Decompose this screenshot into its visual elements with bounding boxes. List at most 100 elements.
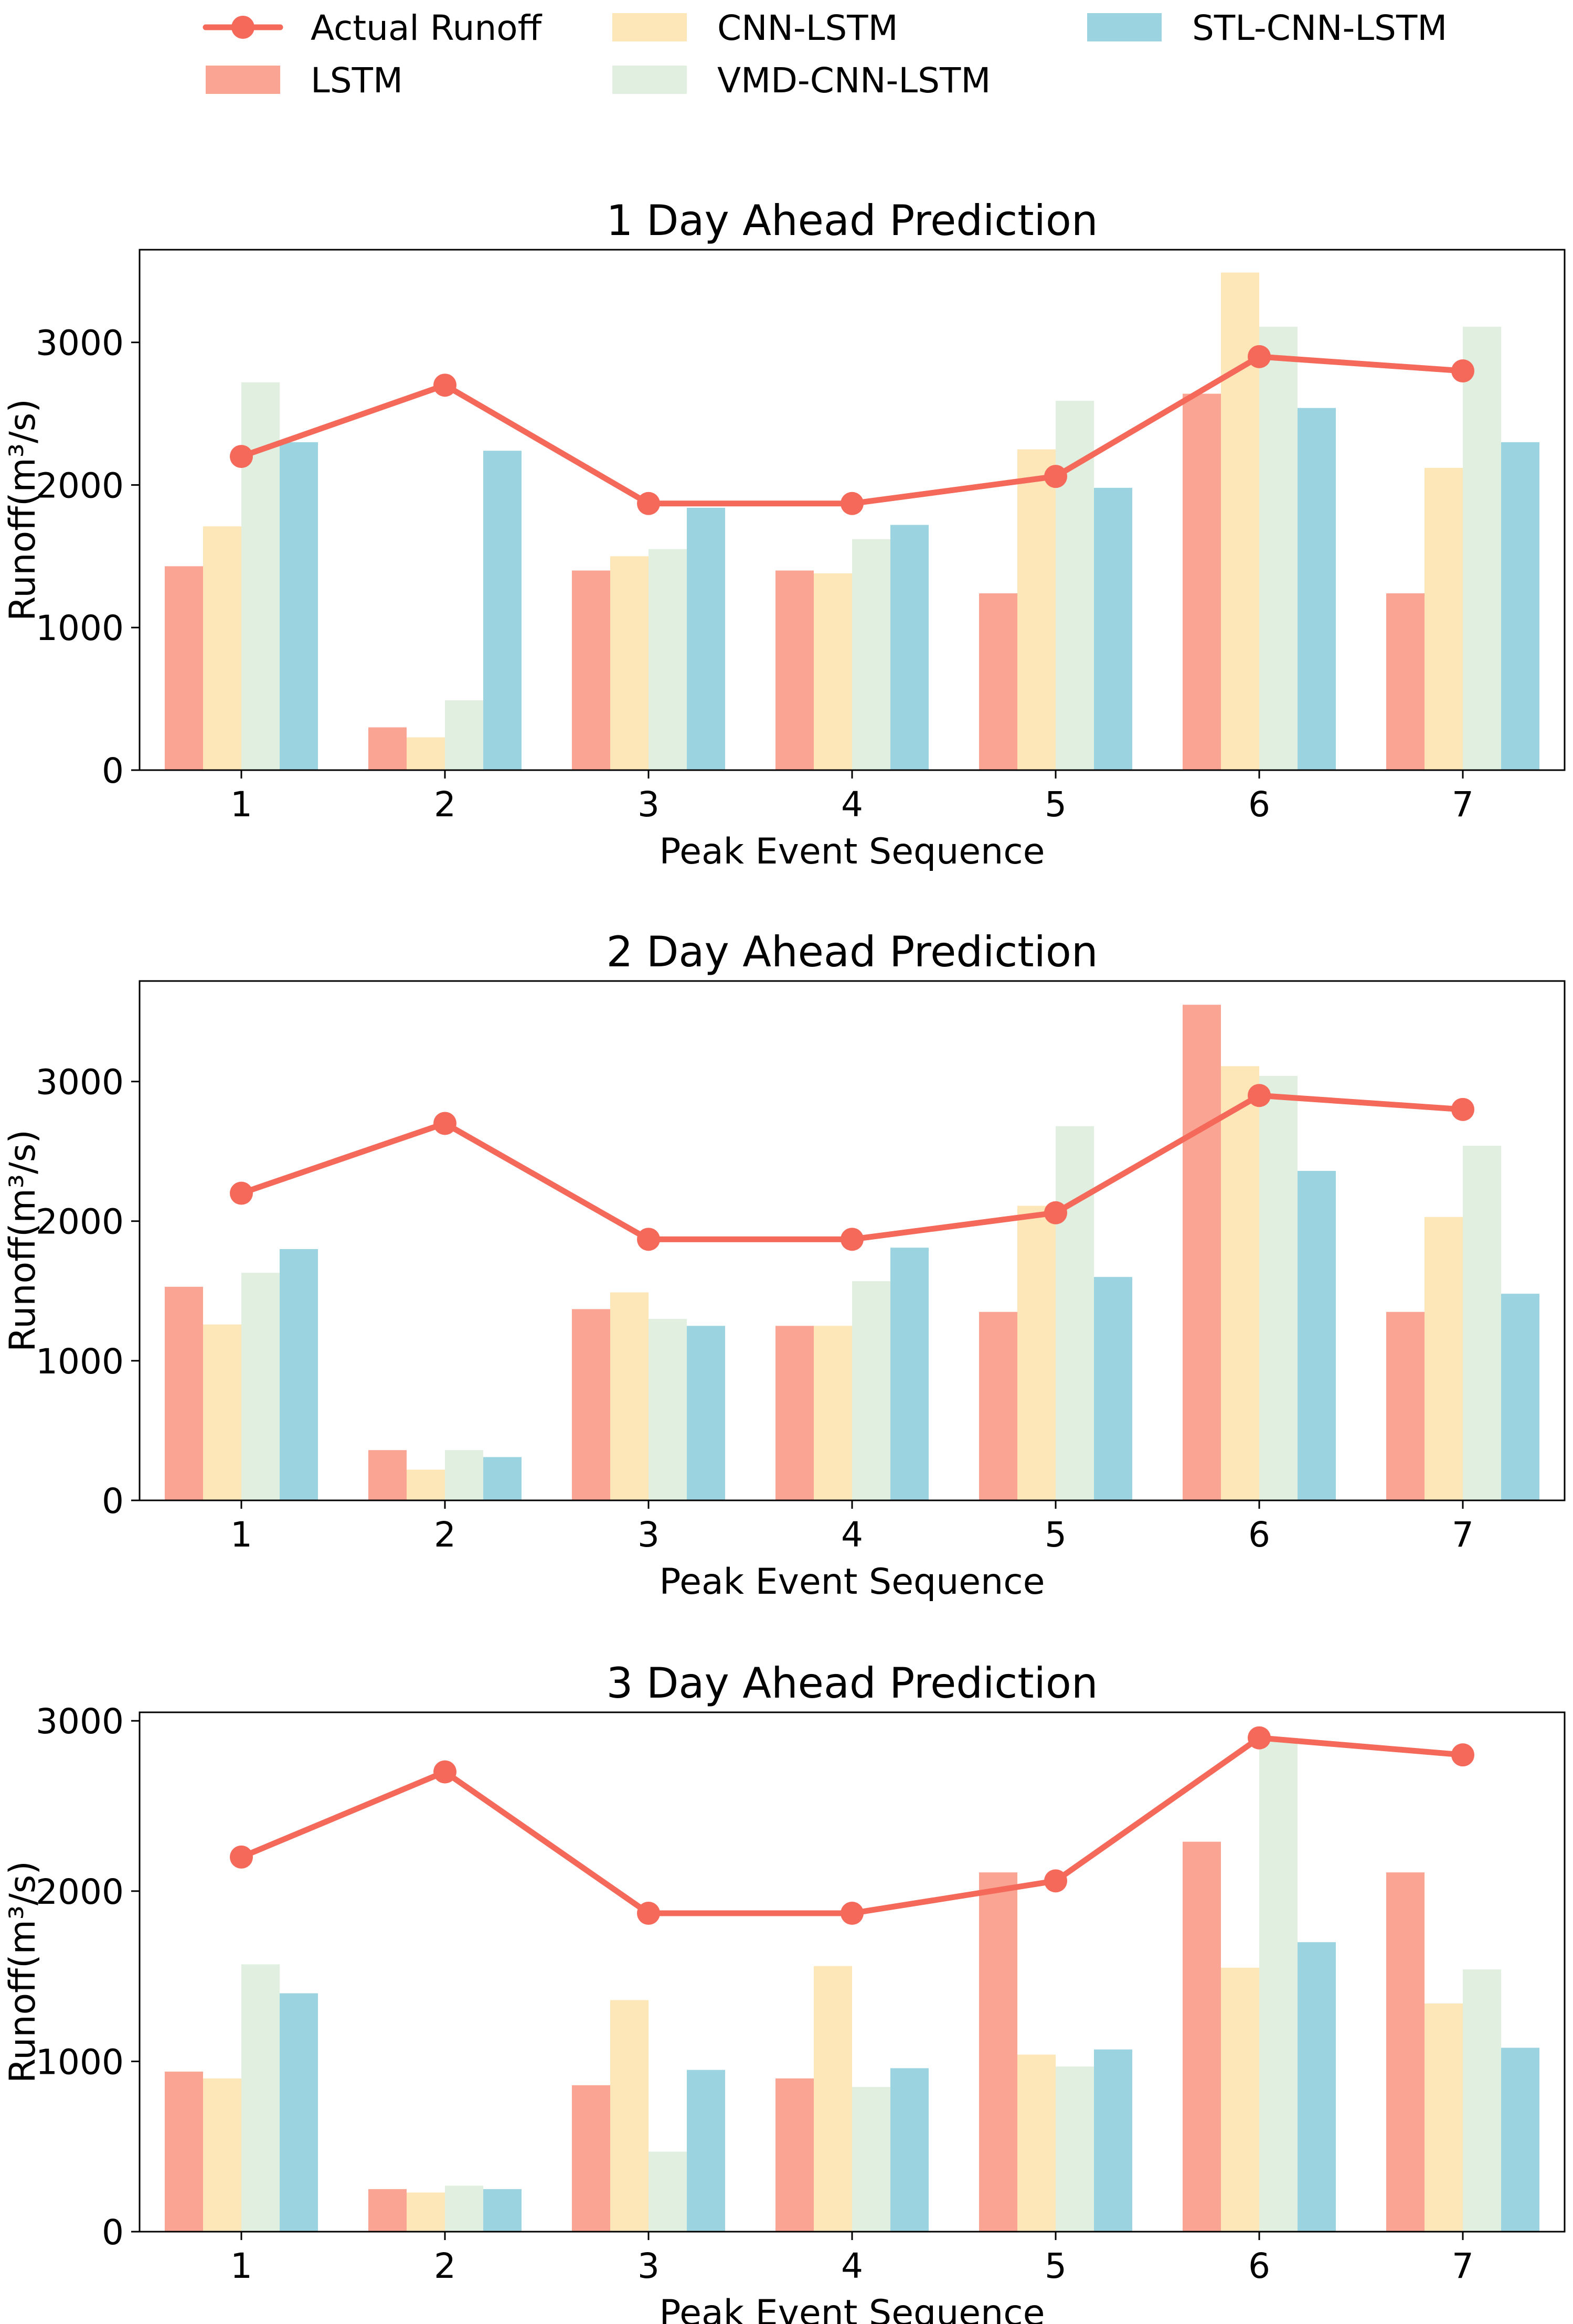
x-tick-label: 3	[637, 1515, 660, 1555]
bar-vmd-cnn-lstm-4	[852, 2087, 890, 2232]
bar-vmd-cnn-lstm-3	[649, 549, 687, 770]
bar-lstm-3	[572, 2085, 610, 2232]
bar-lstm-5	[979, 1872, 1017, 2232]
y-axis-label: Runoff(m³/s)	[2, 1861, 44, 2083]
subplot-1: 1 Day Ahead Prediction 0 1000 2000 3000 1 2 3 4 5…	[2, 196, 1566, 872]
bar-stl-cnn-lstm-4	[890, 1248, 929, 1500]
bar-lstm-5	[979, 1312, 1017, 1500]
y-axis-label: Runoff(m³/s)	[2, 399, 44, 621]
x-tick-label: 5	[1045, 2246, 1067, 2286]
legend-entry-actual-runoff[interactable]: Actual Runoff	[203, 8, 543, 48]
bar-vmd-cnn-lstm-4	[852, 1281, 890, 1500]
legend-entry-stl-cnn-lstm[interactable]: STL-CNN-LSTM	[1087, 8, 1447, 48]
bar-cnn-lstm-2	[407, 2192, 445, 2232]
bar-lstm-1	[165, 1286, 203, 1500]
y-tick-label: 0	[102, 751, 124, 791]
bar-lstm-2	[368, 1450, 407, 1500]
y-tick-label: 1000	[36, 2042, 124, 2082]
bar-lstm-2	[368, 2189, 407, 2232]
bar-cnn-lstm-6	[1221, 1066, 1259, 1500]
bar-vmd-cnn-lstm-5	[1056, 1126, 1094, 1500]
bar-stl-cnn-lstm-2	[483, 451, 522, 770]
bar-stl-cnn-lstm-7	[1501, 1294, 1539, 1500]
bar-vmd-cnn-lstm-2	[445, 1450, 483, 1500]
legend-bar-swatch	[1087, 13, 1162, 41]
subplot-title: 3 Day Ahead Prediction	[606, 1659, 1098, 1708]
actual-runoff-point-7	[1451, 1743, 1474, 1767]
bar-cnn-lstm-5	[1017, 1206, 1056, 1500]
bar-stl-cnn-lstm-1	[280, 1249, 318, 1500]
bar-stl-cnn-lstm-7	[1501, 442, 1539, 770]
bar-stl-cnn-lstm-3	[687, 1326, 725, 1500]
actual-runoff-point-4	[841, 492, 864, 515]
legend: Actual Runoff LSTM CNN-LSTM VMD-CNN-LSTM STL…	[203, 8, 1447, 101]
actual-runoff-point-3	[637, 492, 660, 515]
actual-runoff-point-5	[1044, 465, 1067, 488]
y-tick-label: 0	[102, 2212, 124, 2253]
bar-cnn-lstm-4	[814, 1966, 852, 2232]
actual-runoff-point-4	[841, 1902, 864, 1925]
bar-lstm-4	[775, 570, 814, 770]
bar-stl-cnn-lstm-5	[1094, 1277, 1132, 1500]
x-tick-label: 5	[1045, 1515, 1067, 1555]
bar-stl-cnn-lstm-7	[1501, 2048, 1539, 2232]
legend-bar-swatch	[206, 66, 280, 94]
bar-vmd-cnn-lstm-6	[1259, 326, 1298, 770]
bar-cnn-lstm-5	[1017, 2054, 1056, 2232]
x-tick-label: 4	[841, 2246, 863, 2286]
x-tick-label: 5	[1045, 784, 1067, 825]
bar-cnn-lstm-1	[203, 526, 241, 770]
x-tick-label: 2	[434, 784, 456, 825]
actual-runoff-point-1	[230, 445, 253, 468]
charts: 1 Day Ahead Prediction 0 1000 2000 3000 1 2 3 4 5…	[2, 196, 1566, 2324]
x-axis-label: Peak Event Sequence	[660, 2293, 1045, 2324]
legend-entry-lstm[interactable]: LSTM	[206, 60, 403, 101]
actual-runoff-point-3	[637, 1228, 660, 1251]
y-tick-label: 3000	[36, 323, 124, 364]
bar-cnn-lstm-4	[814, 573, 852, 770]
actual-runoff-point-1	[230, 1181, 253, 1205]
legend-entry-cnn-lstm[interactable]: CNN-LSTM	[612, 8, 898, 48]
actual-runoff-point-3	[637, 1902, 660, 1925]
bar-lstm-5	[979, 593, 1017, 770]
bar-stl-cnn-lstm-4	[890, 2068, 929, 2232]
bar-cnn-lstm-7	[1425, 1217, 1463, 1500]
legend-label: STL-CNN-LSTM	[1192, 8, 1447, 48]
bar-vmd-cnn-lstm-5	[1056, 2066, 1094, 2232]
bar-vmd-cnn-lstm-4	[852, 539, 890, 770]
actual-runoff-point-2	[433, 1112, 456, 1135]
y-tick-label: 2000	[36, 465, 124, 506]
y-tick-label: 2000	[36, 1202, 124, 1242]
bar-lstm-1	[165, 566, 203, 770]
bar-cnn-lstm-1	[203, 2078, 241, 2232]
subplot-3: 3 Day Ahead Prediction 0 1000 2000 3000 1 2 3 4 5…	[2, 1659, 1566, 2324]
y-tick-label: 1000	[36, 1341, 124, 1382]
bar-cnn-lstm-1	[203, 1324, 241, 1500]
x-tick-label: 7	[1452, 2246, 1474, 2286]
x-tick-label: 1	[230, 1515, 252, 1555]
bar-lstm-7	[1386, 1872, 1425, 2232]
legend-label: Actual Runoff	[311, 8, 543, 48]
bar-vmd-cnn-lstm-1	[241, 1964, 280, 2232]
bar-lstm-6	[1183, 1005, 1221, 1500]
bar-vmd-cnn-lstm-2	[445, 700, 483, 770]
actual-runoff-point-6	[1248, 1726, 1271, 1750]
bar-vmd-cnn-lstm-3	[649, 2151, 687, 2232]
bar-stl-cnn-lstm-2	[483, 2189, 522, 2232]
bar-lstm-3	[572, 570, 610, 770]
x-tick-label: 7	[1452, 784, 1474, 825]
bar-stl-cnn-lstm-3	[687, 2070, 725, 2232]
bar-lstm-1	[165, 2071, 203, 2232]
bar-stl-cnn-lstm-5	[1094, 2049, 1132, 2232]
legend-entry-vmd-cnn-lstm[interactable]: VMD-CNN-LSTM	[612, 60, 991, 101]
bar-lstm-7	[1386, 1312, 1425, 1500]
bar-vmd-cnn-lstm-1	[241, 1273, 280, 1500]
bar-vmd-cnn-lstm-7	[1463, 1146, 1501, 1500]
y-tick-label: 0	[102, 1481, 124, 1521]
bar-vmd-cnn-lstm-7	[1463, 1969, 1501, 2232]
bar-cnn-lstm-3	[610, 2000, 649, 2232]
legend-bar-swatch	[612, 66, 687, 94]
bar-stl-cnn-lstm-3	[687, 507, 725, 770]
bar-cnn-lstm-5	[1017, 449, 1056, 770]
